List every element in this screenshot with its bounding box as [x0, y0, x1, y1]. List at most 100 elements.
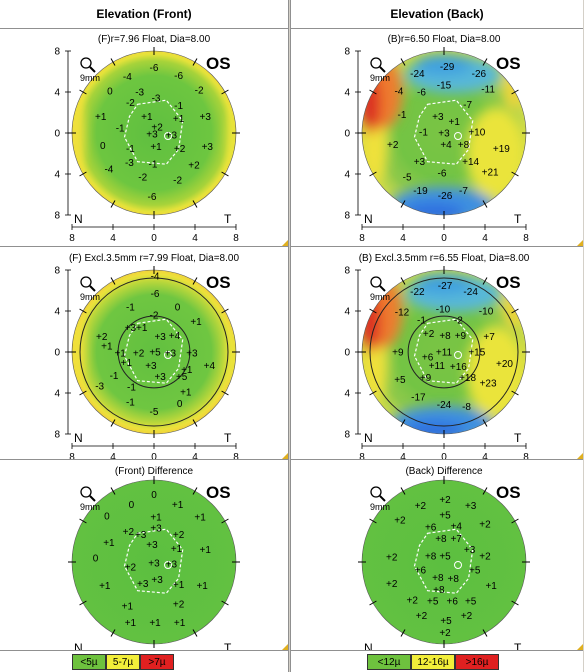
temporal-label: T — [224, 641, 232, 651]
elevation-value: -26 — [438, 191, 453, 202]
x-axis-tick-label: 8 — [523, 452, 529, 460]
back-elevation-map-panel[interactable]: (B)r=6.50 Float, Dia=8.00 -29 -24 -26 -15 -4 -… — [291, 29, 583, 247]
nasal-label: N — [74, 641, 83, 651]
temporal-label: T — [514, 641, 522, 651]
nasal-label: N — [364, 431, 373, 445]
elevation-value: +10 — [468, 127, 485, 138]
elevation-value: +1 — [194, 512, 206, 523]
elevation-value: -5 — [150, 407, 159, 418]
elevation-value: +5 — [439, 510, 451, 521]
elevation-map-svg: (F) Excl.3.5mm r=7.99 Float, Dia=8.00 -4 -… — [0, 253, 288, 460]
resize-corner-marker[interactable] — [282, 240, 288, 246]
angle-tick — [221, 390, 229, 396]
elevation-value: +3 — [166, 131, 178, 142]
front-elevation-map-panel[interactable]: (F)r=7.96 Float, Dia=8.00 -6 -4 -6 -3 -2 0 -2 -3… — [0, 29, 288, 247]
angle-tick — [110, 58, 116, 66]
angle-tick — [110, 419, 116, 427]
elevation-value: +8 — [435, 534, 447, 545]
elevation-value: +1 — [196, 581, 208, 592]
resize-corner-marker[interactable] — [577, 240, 583, 246]
angle-tick — [79, 89, 87, 95]
resize-corner-marker[interactable] — [577, 453, 583, 459]
elevation-value: -8 — [462, 402, 471, 413]
zoom-icon[interactable] — [80, 276, 96, 292]
pupil-center-marker — [164, 561, 172, 569]
resize-corner-marker[interactable] — [577, 644, 583, 650]
depression-zone-top-core — [416, 55, 472, 75]
angle-tick — [482, 629, 488, 637]
front-column-title: Elevation (Front) — [0, 0, 288, 29]
angle-tick — [221, 171, 229, 177]
elevation-value: +4 — [440, 140, 452, 151]
angle-tick — [221, 518, 229, 524]
elevation-value: +3 — [151, 575, 163, 586]
map-subtitle: (F)r=7.96 Float, Dia=8.00 — [98, 34, 211, 45]
elevation-value: +3 — [145, 361, 157, 372]
x-axis-tick-label: 4 — [482, 452, 488, 460]
elevation-value: +3 — [202, 142, 214, 153]
elevation-value: -22 — [410, 287, 425, 298]
front-excl-elevation-map-panel[interactable]: (F) Excl.3.5mm r=7.99 Float, Dia=8.00 -4 -… — [0, 248, 288, 460]
exclusion-outer-ring — [369, 277, 519, 427]
angle-tick — [369, 600, 377, 606]
back-difference-map-panel[interactable]: (Back) Difference +2 +2 +3 +5 +2 +6 +4 +2 +8 +7 +3 +… — [291, 461, 583, 651]
zoom-label: 9mm — [80, 73, 100, 83]
elevation-value: +3 — [137, 579, 149, 590]
eye-label: OS — [206, 54, 231, 73]
legend-item-0: <5µ — [72, 654, 106, 670]
zoom-icon[interactable] — [370, 57, 386, 73]
back-excl-elevation-map-panel[interactable]: (B) Excl.3.5mm r=6.55 Float, Dia=8.00 -27… — [291, 248, 583, 460]
pupil-outline — [413, 528, 474, 594]
elevation-value: -1 — [419, 127, 428, 138]
y-axis-tick-label: 0 — [54, 348, 60, 359]
elevation-value: +5 — [465, 596, 477, 607]
elevation-value: +9 — [420, 373, 432, 384]
angle-tick — [79, 171, 87, 177]
angle-tick — [79, 600, 87, 606]
elevation-value: +5 — [149, 348, 161, 359]
nasal-label: N — [364, 212, 373, 226]
elevation-value: +5 — [469, 566, 481, 577]
elevation-value: +6 — [415, 566, 427, 577]
eye-label: OS — [206, 483, 231, 502]
pupil-outline — [123, 528, 184, 594]
pupil-outline — [123, 318, 184, 384]
elevation-value: +1 — [181, 365, 193, 376]
elevation-value: +3 — [154, 332, 166, 343]
elevation-value: 0 — [151, 490, 157, 501]
zoom-icon[interactable] — [80, 486, 96, 502]
elevation-map-svg: (B) Excl.3.5mm r=6.55 Float, Dia=8.00 -27… — [291, 253, 583, 460]
angle-tick — [110, 487, 116, 495]
elevation-value: -3 — [135, 88, 144, 99]
elevation-value: +1 — [121, 358, 133, 369]
angle-tick — [511, 308, 519, 314]
elevation-value: -24 — [463, 287, 478, 298]
elevation-value: +2 — [123, 527, 135, 538]
angle-tick — [369, 518, 377, 524]
resize-corner-marker[interactable] — [282, 453, 288, 459]
front-difference-map-panel[interactable]: (Front) Difference 0 0 +1 0 +1 +1 +2 +3 +2 +3 +1 +3 +… — [0, 461, 288, 651]
elevation-value: +1 — [114, 349, 126, 360]
y-axis-tick-label: 8 — [54, 211, 60, 222]
eye-label: OS — [206, 273, 231, 292]
angle-tick — [192, 58, 198, 66]
color-map — [72, 270, 236, 434]
elevation-value: +2 — [96, 332, 108, 343]
elevation-value: +5 — [440, 616, 452, 627]
zoom-icon[interactable] — [370, 276, 386, 292]
elevation-value: +2 — [407, 595, 419, 606]
elevation-value: +1 — [125, 618, 137, 629]
elevation-value: +3 — [165, 349, 177, 360]
zoom-icon[interactable] — [370, 486, 386, 502]
x-axis-tick-label: 4 — [192, 452, 198, 460]
elevation-value: +3 — [200, 112, 212, 123]
eye-label: OS — [496, 54, 521, 73]
elevation-value: -5 — [403, 173, 412, 184]
elevation-zone-right — [466, 326, 526, 418]
elevation-value: +2 — [416, 611, 428, 622]
elevation-zone-right — [228, 109, 236, 169]
angle-tick — [192, 487, 198, 495]
resize-corner-marker[interactable] — [282, 644, 288, 650]
zoom-icon[interactable] — [80, 57, 96, 73]
elevation-value: 0 — [104, 511, 110, 522]
